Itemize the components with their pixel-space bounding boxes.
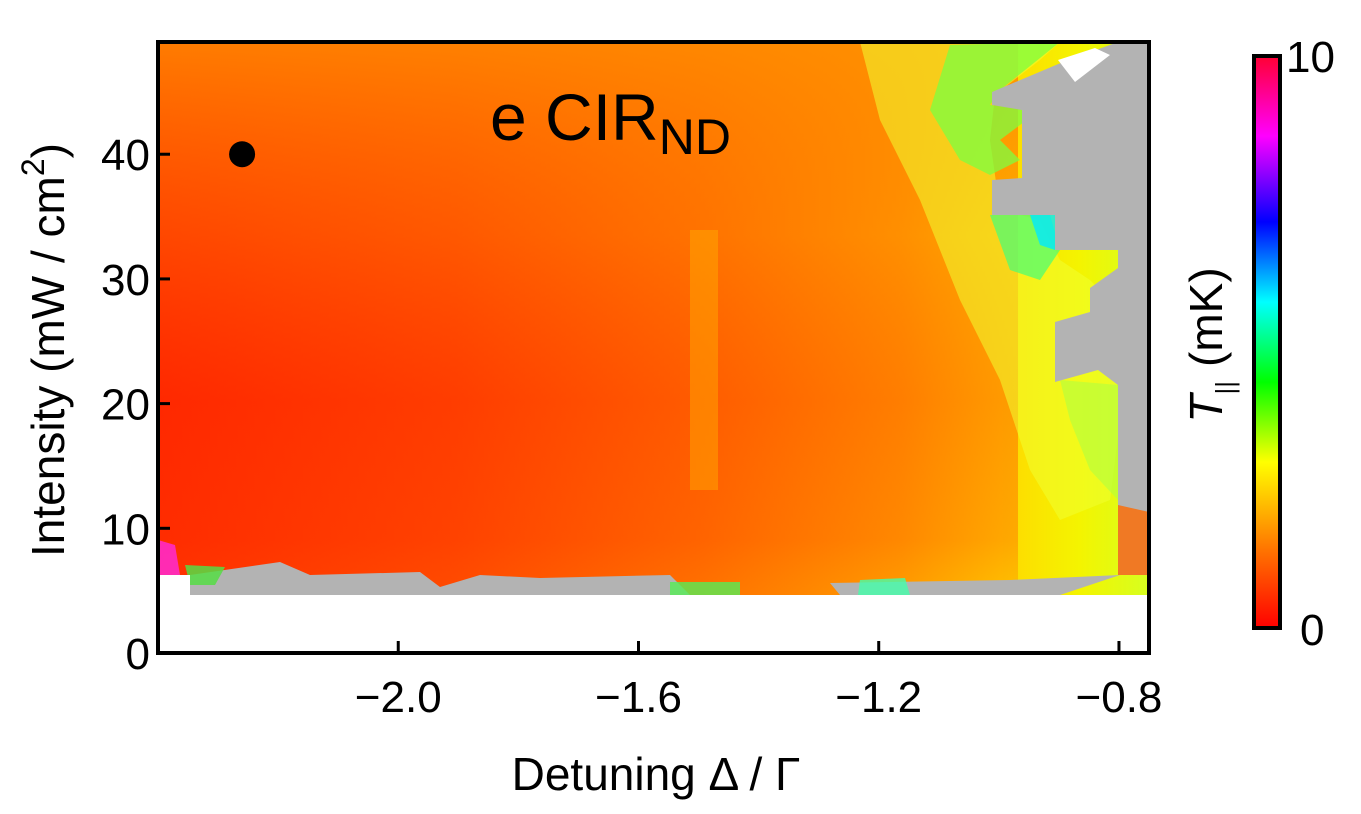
bottom-magenta-corner bbox=[158, 540, 180, 575]
x-tick-label: −1.2 bbox=[835, 673, 922, 722]
no-data-band bbox=[158, 595, 1149, 653]
x-tick-label: −0.8 bbox=[1076, 673, 1163, 722]
heatmap-field-overlay bbox=[158, 42, 1018, 595]
y-axis-label: Intensity (mW / cm2) bbox=[15, 143, 74, 557]
y-tick-label: 20 bbox=[101, 381, 150, 430]
colorbar-min-label: 0 bbox=[1300, 606, 1324, 655]
x-tick-label: −2.0 bbox=[355, 673, 442, 722]
panel-label-subscript: ND bbox=[659, 109, 731, 165]
y-axis-ticks: 0 10 20 30 40 bbox=[101, 131, 170, 679]
streak bbox=[690, 230, 718, 490]
y-tick-label: 40 bbox=[101, 131, 150, 180]
bottom-green-left bbox=[185, 565, 225, 585]
y-axis-label-superscript: 2 bbox=[15, 158, 51, 176]
colorbar-gradient bbox=[1254, 56, 1280, 628]
bottom-green-patches bbox=[858, 578, 910, 595]
x-axis-label: Detuning Δ / Γ bbox=[512, 748, 801, 800]
y-tick-label: 10 bbox=[101, 505, 150, 554]
green-region-top bbox=[930, 42, 1060, 175]
high-temp-region bbox=[860, 42, 1120, 520]
x-axis-ticks: −2.0 −1.6 −1.2 −0.8 bbox=[355, 641, 1163, 722]
y-tick-label: 30 bbox=[101, 256, 150, 305]
white-notch bbox=[1058, 48, 1110, 82]
plot-area bbox=[158, 42, 1149, 653]
x-tick-label: −1.6 bbox=[595, 673, 682, 722]
no-data-left bbox=[158, 575, 190, 595]
colorbar-frame bbox=[1252, 54, 1282, 630]
cyan-patch bbox=[1030, 215, 1055, 250]
panel-label: e CIRND bbox=[490, 80, 731, 165]
colorbar-title: T||(mK) bbox=[1180, 267, 1240, 422]
invalid-region-bottom bbox=[190, 562, 690, 595]
colorbar: 10 0 T||(mK) bbox=[1180, 33, 1335, 655]
data-marker bbox=[229, 141, 256, 168]
colorbar-max-label: 10 bbox=[1286, 33, 1335, 82]
y-tick-label: 0 bbox=[126, 630, 150, 679]
red-fringe bbox=[1118, 505, 1149, 575]
invalid-region-right bbox=[992, 42, 1149, 575]
green-region-right bbox=[1060, 380, 1118, 500]
colorbar-title-subscript: || bbox=[1210, 381, 1240, 395]
plot-frame bbox=[156, 40, 1151, 655]
bottom-green-patches-2 bbox=[670, 582, 740, 595]
